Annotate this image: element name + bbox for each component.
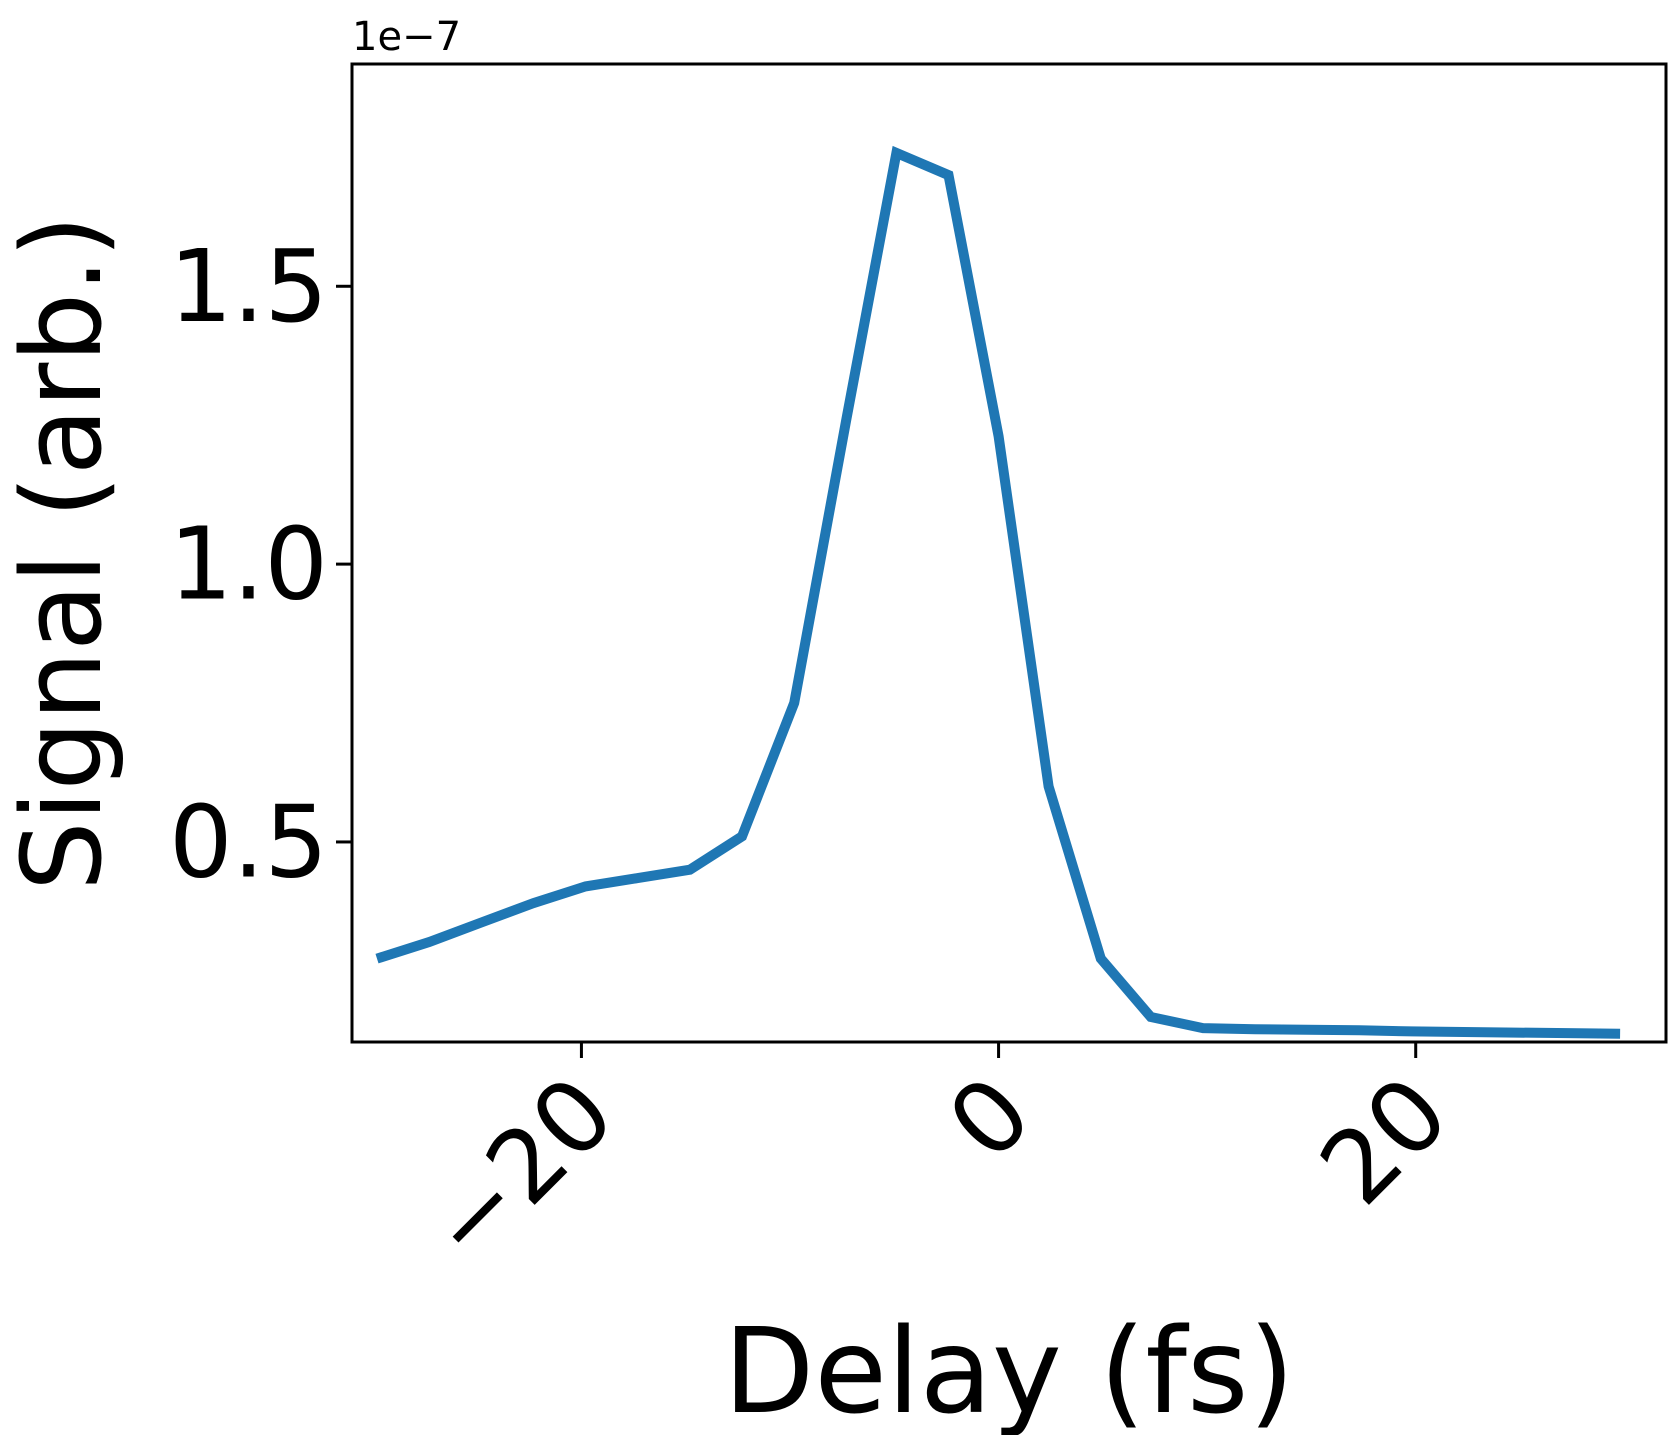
series-line-0: [375, 145, 1621, 1039]
y-tick-label: 1.5: [169, 228, 328, 345]
plot-area: [375, 145, 1621, 1039]
y-tick-label: 1.0: [169, 506, 328, 623]
x-tick-label: −20: [404, 1054, 636, 1286]
x-tick-label: 20: [1298, 1054, 1471, 1227]
x-axis-ticks: −20 0 20: [404, 1042, 1471, 1286]
x-axis-label: Delay (fs): [724, 1302, 1295, 1435]
y-tick-label: 0.5: [169, 783, 328, 900]
y-axis-ticks: 0.5 1.0 1.5: [169, 228, 352, 900]
x-tick-label: 0: [926, 1054, 1054, 1182]
y-axis-label: Signal (arb.): [0, 215, 126, 891]
axes-frame: [350, 62, 1668, 1044]
y-axis-offset-text: 1e−7: [352, 14, 461, 60]
